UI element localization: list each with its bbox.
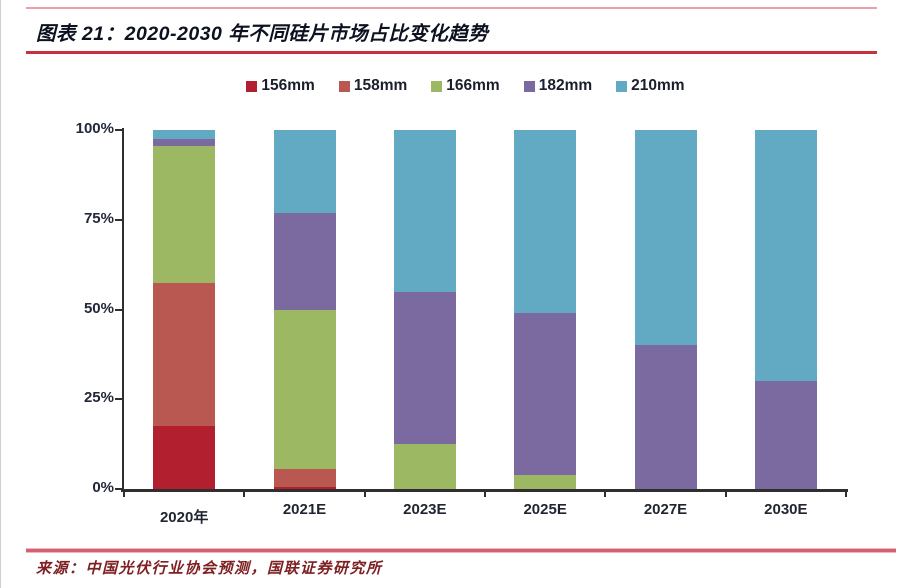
bar-segment-182mm-2027E (634, 345, 697, 489)
y-axis-label: 75% (83, 209, 114, 227)
legend-swatch-166mm (431, 80, 443, 92)
y-axis-tick (115, 129, 123, 131)
y-axis-tick (115, 488, 123, 490)
bar-segment-210mm-2030E (754, 130, 817, 382)
legend-label-182mm: 182mm (538, 77, 593, 94)
legend-item-156mm: 156mm (246, 77, 315, 95)
x-axis-tick (484, 491, 486, 497)
title-divider (26, 51, 877, 54)
bar-segment-156mm-2020年 (153, 426, 216, 489)
bar-column-2025E (514, 130, 577, 489)
bar-segment-182mm-2025E (514, 313, 577, 475)
bar-segment-166mm-2020年 (153, 146, 216, 283)
x-axis-label-2025E: 2025E (523, 501, 567, 518)
bar-segment-166mm-2025E (514, 474, 577, 489)
bar-segment-182mm-2023E (393, 291, 456, 445)
bar-segment-158mm-2021E (273, 469, 336, 488)
legend-label-158mm: 158mm (353, 77, 408, 94)
bar-column-2027E (634, 130, 697, 489)
bar-column-2023E (393, 130, 456, 489)
legend-swatch-182mm (523, 80, 535, 92)
bar-column-2021E (273, 130, 336, 489)
chart-legend: 156mm 158mm 166mm 182mm 210mm (31, 76, 900, 96)
legend-label-210mm: 210mm (631, 77, 685, 94)
bar-segment-182mm-2020年 (153, 139, 216, 147)
legend-swatch-210mm (616, 80, 628, 92)
bar-segment-210mm-2027E (634, 130, 697, 346)
bar-segment-210mm-2020年 (153, 130, 216, 140)
x-axis-label-2030E: 2030E (764, 501, 808, 518)
bar-segment-210mm-2025E (514, 130, 577, 314)
footer-divider (26, 549, 896, 552)
legend-item-166mm: 166mm (431, 77, 500, 95)
bar-segment-166mm-2023E (393, 444, 456, 489)
legend-swatch-156mm (246, 80, 258, 92)
x-axis-tick (845, 491, 847, 497)
top-divider (26, 7, 877, 9)
x-axis-line (121, 489, 848, 492)
x-axis-label-2027E: 2027E (643, 501, 688, 518)
legend-item-182mm: 182mm (523, 77, 593, 95)
legend-label-166mm: 166mm (446, 77, 500, 94)
bar-segment-166mm-2021E (273, 309, 336, 470)
bar-segment-182mm-2021E (273, 212, 336, 310)
chart-title: 图表 21：2020-2030 年不同硅片市场占比变化趋势 (36, 23, 489, 45)
bar-segment-210mm-2023E (393, 130, 456, 292)
x-axis-tick (243, 491, 246, 497)
x-axis-tick (363, 491, 366, 497)
y-axis-label: 0% (92, 479, 114, 496)
source-note: 来源：中国光伏行业协会预测，国联证券研究所 (36, 561, 383, 577)
legend-item-210mm: 210mm (616, 77, 685, 95)
y-axis-line (122, 128, 124, 492)
bar-column-2030E (754, 130, 817, 489)
x-axis-tick (123, 491, 125, 497)
y-axis-tick (115, 398, 123, 401)
bar-segment-182mm-2030E (754, 381, 817, 489)
bar-segment-156mm-2021E (273, 487, 336, 489)
y-axis-tick (115, 218, 123, 221)
y-axis-label: 25% (83, 389, 114, 407)
x-axis-tick (724, 491, 727, 497)
y-axis-label: 100% (75, 120, 114, 137)
x-axis-tick (604, 491, 607, 497)
x-axis-label-2023E: 2023E (403, 501, 447, 518)
y-axis-tick (115, 308, 123, 311)
x-axis-label-2020年: 2020年 (159, 509, 209, 526)
bar-segment-158mm-2020年 (153, 282, 216, 427)
bar-column-2020年 (153, 130, 216, 489)
legend-swatch-158mm (338, 80, 350, 92)
y-axis-label: 50% (83, 299, 114, 317)
legend-label-156mm: 156mm (261, 77, 315, 94)
x-axis-label-2021E: 2021E (282, 501, 327, 518)
bar-segment-210mm-2021E (273, 130, 336, 213)
legend-item-158mm: 158mm (338, 77, 408, 95)
